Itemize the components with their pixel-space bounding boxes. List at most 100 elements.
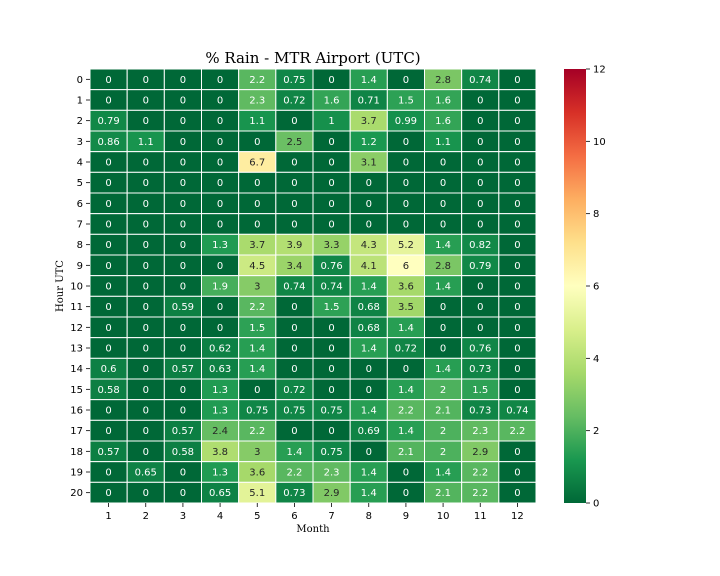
cell-value-label: 1.4	[435, 468, 451, 479]
cell-value-label: 6	[403, 261, 409, 272]
cell-value-label: 1.2	[361, 137, 377, 148]
cell-value-label: 0.79	[97, 116, 119, 127]
cell-value-label: 0	[366, 447, 372, 458]
cell-value-label: 1.5	[398, 96, 414, 107]
cell-value-label: 2.2	[286, 468, 302, 479]
x-axis-ticks: 1 2 3 4 5 6 7 8 9 10 11 12	[105, 503, 524, 522]
cell-value-label: 0	[105, 96, 111, 107]
cell-value-label: 0	[366, 199, 372, 210]
cell-value-label: 0	[403, 199, 409, 210]
cell-value-label: 0.74	[283, 282, 305, 293]
cell-value-label: 0.58	[172, 447, 194, 458]
cell-value-label: 1.9	[212, 282, 228, 293]
y-tick-label: 7	[77, 220, 83, 231]
x-tick-label: 9	[403, 511, 409, 522]
cell-value-label: 0	[440, 158, 446, 169]
cell-value-label: 0	[217, 261, 223, 272]
cell-value-label: 1.4	[249, 364, 265, 375]
cell-value-label: 0	[440, 302, 446, 313]
y-tick-label: 3	[77, 137, 83, 148]
cell-value-label: 0	[514, 220, 520, 231]
y-tick-label: 6	[77, 199, 83, 210]
x-tick-label: 10	[437, 511, 450, 522]
y-tick-label: 18	[70, 447, 83, 458]
cell-value-label: 3.4	[286, 261, 302, 272]
cell-value-label: 0	[254, 220, 260, 231]
cell-value-label: 2.9	[472, 447, 488, 458]
x-tick-label: 1	[105, 511, 111, 522]
cell-value-label: 1.4	[435, 364, 451, 375]
cell-value-label: 0	[403, 178, 409, 189]
x-tick-label: 4	[217, 511, 223, 522]
cell-value-label: 0.6	[101, 364, 117, 375]
cell-value-label: 0	[366, 220, 372, 231]
cell-value-label: 0	[514, 158, 520, 169]
cell-value-label: 0	[143, 220, 149, 231]
y-tick-label: 8	[77, 240, 83, 251]
cell-value-label: 0	[440, 344, 446, 355]
cell-value-label: 0.74	[320, 282, 342, 293]
x-tick-label: 2	[143, 511, 149, 522]
cell-value-label: 0	[403, 220, 409, 231]
cell-value-label: 0	[328, 158, 334, 169]
cell-value-label: 0	[514, 385, 520, 396]
cell-value-label: 1.4	[286, 447, 302, 458]
chart-title: % Rain - MTR Airport (UTC)	[205, 49, 420, 67]
y-tick-label: 15	[70, 385, 83, 396]
cell-value-label: 0	[105, 261, 111, 272]
y-tick-label: 13	[70, 344, 83, 355]
cell-value-label: 0.57	[172, 364, 194, 375]
cell-value-label: 0	[180, 344, 186, 355]
heatmap-cells: 0 0 0 0 2.2 0.75 0 1.4 0 2.8 0.74 0 0 0 0 0 2.3 0.72 1.6 0.…	[89, 68, 537, 504]
cell-value-label: 0	[180, 488, 186, 499]
cell-value-label: 0	[514, 344, 520, 355]
cell-value-label: 0	[366, 385, 372, 396]
cell-value-label: 0	[143, 158, 149, 169]
cell-value-label: 0	[180, 199, 186, 210]
cell-value-label: 0.76	[469, 344, 491, 355]
cell-value-label: 2	[440, 426, 446, 437]
cell-value-label: 0.59	[172, 302, 194, 313]
cell-value-label: 0	[514, 178, 520, 189]
cell-value-label: 0	[440, 178, 446, 189]
cell-value-label: 0	[403, 364, 409, 375]
cell-value-label: 2	[440, 385, 446, 396]
cell-value-label: 0	[105, 220, 111, 231]
cell-value-label: 0	[477, 158, 483, 169]
cell-value-label: 0	[143, 261, 149, 272]
cell-value-label: 0	[328, 178, 334, 189]
cell-value-label: 2.2	[472, 468, 488, 479]
cell-value-label: 0	[105, 302, 111, 313]
cell-value-label: 0	[180, 385, 186, 396]
cell-value-label: 0	[217, 158, 223, 169]
cell-value-label: 0	[105, 240, 111, 251]
cell-value-label: 0	[143, 323, 149, 334]
cell-value-label: 3.6	[249, 468, 265, 479]
colorbar-tick-label: 12	[593, 65, 606, 76]
cell-value-label: 0	[291, 178, 297, 189]
colorbar	[564, 69, 586, 503]
x-tick-label: 12	[511, 511, 524, 522]
cell-value-label: 0	[105, 488, 111, 499]
cell-value-label: 0	[217, 75, 223, 86]
x-tick-label: 8	[366, 511, 372, 522]
cell-value-label: 4.3	[361, 240, 377, 251]
cell-value-label: 0	[440, 220, 446, 231]
cell-value-label: 0	[254, 178, 260, 189]
cell-value-label: 0	[514, 116, 520, 127]
cell-value-label: 1.4	[398, 426, 414, 437]
cell-value-label: 0	[180, 323, 186, 334]
cell-value-label: 0	[514, 199, 520, 210]
cell-value-label: 0.75	[283, 75, 305, 86]
cell-value-label: 0.65	[135, 468, 157, 479]
cell-value-label: 0.72	[395, 344, 417, 355]
cell-value-label: 0	[514, 137, 520, 148]
x-tick-label: 6	[291, 511, 297, 522]
cell-value-label: 0.75	[320, 406, 342, 417]
cell-value-label: 0	[291, 323, 297, 334]
cell-value-label: 1.4	[361, 75, 377, 86]
cell-value-label: 0	[105, 406, 111, 417]
cell-value-label: 0	[514, 323, 520, 334]
y-tick-label: 4	[77, 158, 83, 169]
cell-value-label: 6.7	[249, 158, 265, 169]
